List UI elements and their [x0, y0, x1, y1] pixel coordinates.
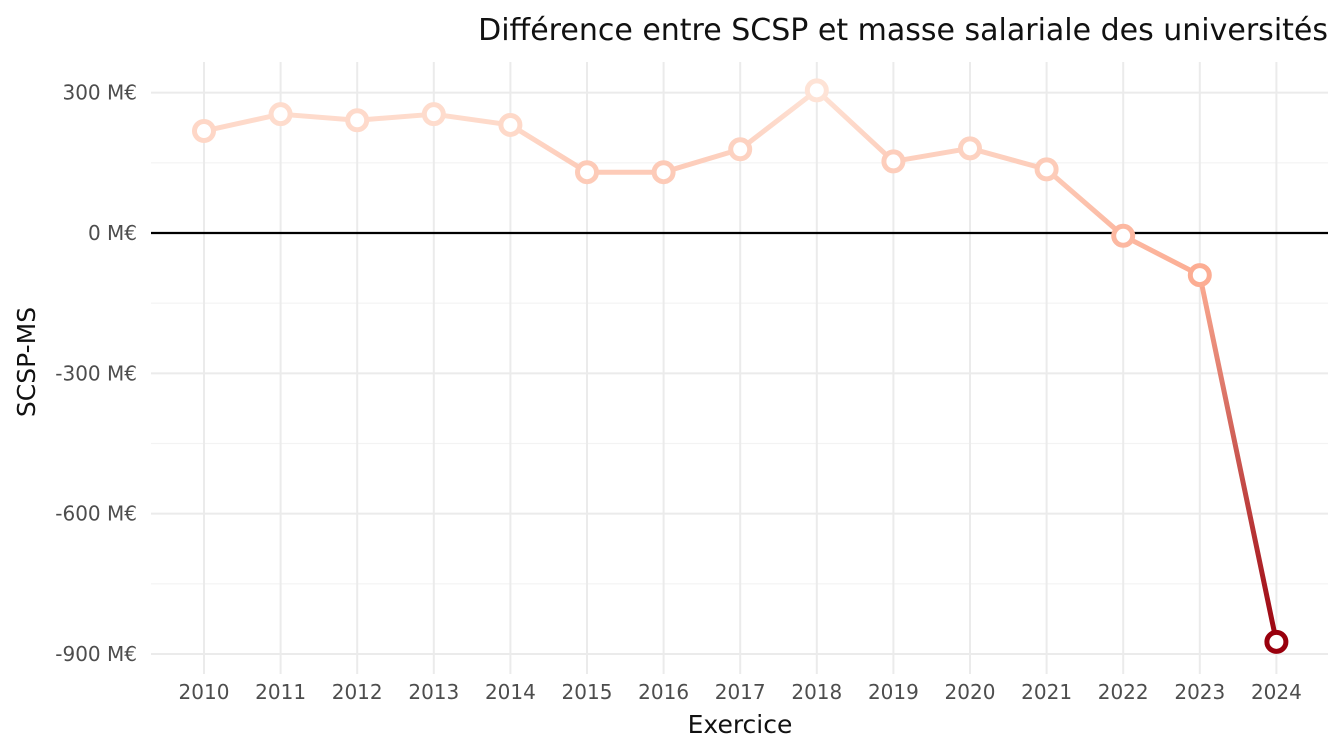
- y-tick-label: 0 M€: [88, 221, 137, 245]
- data-points: [192, 78, 1289, 654]
- chart-title: Différence entre SCSP et masse salariale…: [478, 13, 1328, 48]
- x-tick-label: 2014: [485, 680, 536, 704]
- x-tick-label: 2013: [408, 680, 459, 704]
- data-point-2013: [421, 102, 446, 127]
- line-segment: [278, 111, 360, 123]
- line-segment: [201, 111, 284, 134]
- y-tick-label: 300 M€: [62, 81, 137, 105]
- data-point-2014: [498, 112, 523, 137]
- line-segment: [1197, 272, 1279, 645]
- line-segment: [967, 145, 1050, 172]
- line-segment: [354, 111, 437, 123]
- data-point-2012: [345, 108, 370, 133]
- x-tick-label: 2019: [868, 680, 919, 704]
- data-point-2018: [804, 78, 829, 103]
- y-axis-title: SCSP-MS: [12, 307, 41, 417]
- x-tick-label: 2023: [1174, 680, 1225, 704]
- data-point-2023: [1187, 263, 1212, 288]
- data-point-2021: [1034, 157, 1059, 182]
- y-tick-label: -900 M€: [55, 642, 137, 666]
- x-tick-label: 2011: [255, 680, 306, 704]
- y-tick-label: -600 M€: [55, 502, 137, 526]
- x-tick-label: 2021: [1021, 680, 1072, 704]
- x-tick-label: 2020: [945, 680, 996, 704]
- data-point-2010: [192, 119, 216, 144]
- line-segment: [507, 122, 590, 175]
- data-point-2015: [575, 160, 599, 185]
- line-segments: [201, 87, 1279, 645]
- x-tick-label: 2024: [1251, 680, 1302, 704]
- data-point-2011: [268, 102, 293, 127]
- x-tick-label: 2016: [638, 680, 689, 704]
- x-tick-label: 2022: [1098, 680, 1149, 704]
- x-tick-label: 2015: [562, 680, 613, 704]
- line-segment: [1044, 166, 1126, 239]
- data-point-2017: [728, 137, 753, 162]
- line-segment: [737, 87, 820, 152]
- data-point-2019: [881, 149, 906, 174]
- x-tick-label: 2012: [332, 680, 383, 704]
- line-segment: [1120, 233, 1203, 278]
- data-point-2016: [651, 160, 676, 185]
- x-axis-ticks: 2010 2011 2012 2013 2014 2015 2016 2017 2018 2019…: [179, 680, 1302, 704]
- data-point-2022: [1111, 223, 1136, 248]
- y-axis-ticks: 300 M€ 0 M€ -300 M€ -600 M€ -900 M€: [55, 81, 137, 666]
- x-tick-label: 2018: [791, 680, 842, 704]
- data-point-2024: [1264, 629, 1289, 654]
- line-segment: [661, 146, 743, 175]
- y-tick-label: -300 M€: [55, 361, 137, 385]
- x-tick-label: 2017: [715, 680, 766, 704]
- line-segment: [890, 145, 973, 164]
- line-segment: [814, 87, 896, 164]
- x-tick-label: 2010: [179, 680, 230, 704]
- line-segment: [431, 111, 513, 128]
- data-point-2020: [958, 136, 982, 161]
- x-axis-title: Exercice: [688, 710, 793, 739]
